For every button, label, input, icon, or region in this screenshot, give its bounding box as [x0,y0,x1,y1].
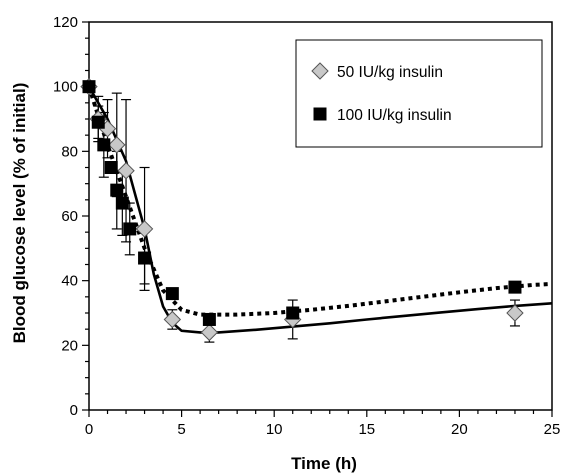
x-tick-label: 25 [544,421,561,438]
x-tick-label: 10 [266,421,283,438]
y-axis-label: Blood glucose level (% of initial) [10,83,29,344]
y-tick-label: 0 [70,402,78,419]
data-point-series-2 [91,115,105,129]
data-point-series-2 [202,312,216,326]
data-point-series-1 [163,310,182,329]
legend-marker [311,62,329,80]
data-point-series-1 [135,220,154,238]
data-point-series-2 [82,80,96,94]
y-tick-label: 80 [61,143,78,160]
x-tick-label: 0 [85,421,93,438]
y-axis-title: Blood glucose level (% of initial) [10,83,29,344]
y-tick-label: 20 [61,337,78,354]
data-point-series-2 [115,196,129,210]
data-point-series-2 [286,306,300,320]
x-axis-label: Time (h) [291,454,357,473]
data-point-series-2 [508,280,522,294]
legend-marker [313,107,327,121]
data-point-series-2 [165,287,179,301]
y-tick-label: 40 [61,273,78,290]
legend: 50 IU/kg insulin 100 IU/kg insulin [295,39,543,148]
data-point-series-2 [110,183,124,197]
data-point-series-1 [506,304,524,322]
legend-label: 100 IU/kg insulin [337,107,452,124]
data-point-series-1 [200,323,219,342]
data-point-series-1 [108,136,126,154]
data-point-series-2 [138,251,152,265]
data-point-series-2 [97,138,111,152]
y-tick-label: 100 [53,79,78,96]
legend-box [295,39,543,148]
x-tick-label: 5 [177,421,185,438]
y-tick-label: 120 [53,14,78,31]
x-tick-label: 15 [358,421,375,438]
x-axis-title: Time (h) [291,454,357,473]
y-tick-label: 60 [61,208,78,225]
plot-area: 0 20 40 60 80 100 120 0 5 10 15 20 25 50 IU/kg insuli… [53,14,560,438]
data-point-series-2 [123,222,137,236]
x-tick-label: 20 [451,421,468,438]
data-point-series-1 [117,162,135,180]
legend-label: 50 IU/kg insulin [337,64,443,81]
data-point-series-2 [104,161,118,174]
